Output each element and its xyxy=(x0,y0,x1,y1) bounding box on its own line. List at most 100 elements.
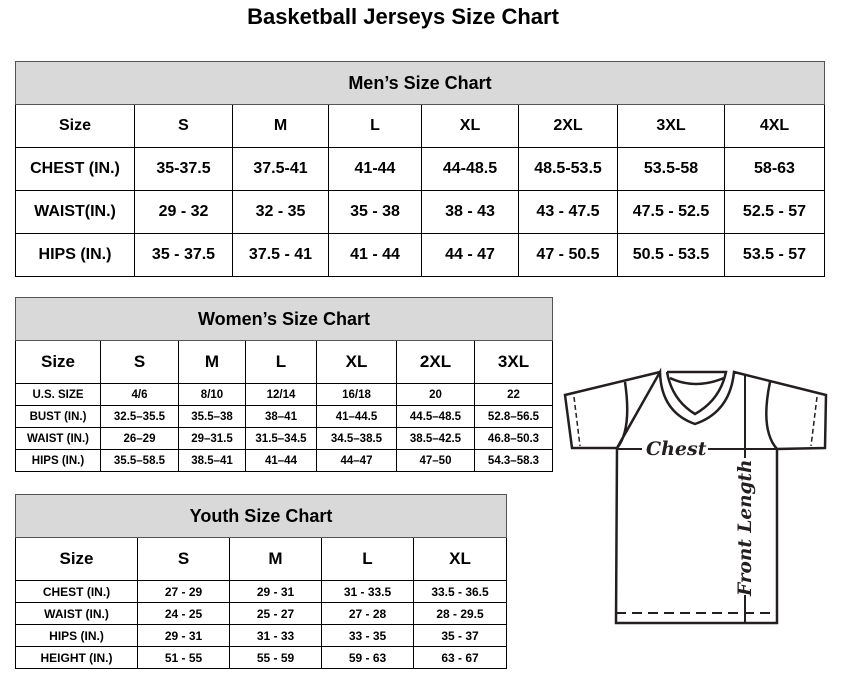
table-cell: L xyxy=(245,340,317,384)
chest-label: Chest xyxy=(646,438,707,460)
table-row: WAIST(IN.) 29 - 32 32 - 35 35 - 38 38 - 43 43… xyxy=(15,190,825,234)
front-length-label: Front Length xyxy=(735,460,756,598)
table-cell: 26–29 xyxy=(100,427,179,450)
table-cell: 41 - 44 xyxy=(328,233,422,277)
table-cell: 16/18 xyxy=(316,383,397,406)
table-cell: 35 - 37 xyxy=(412,624,508,647)
table-row: HIPS (IN.) 29 - 31 31 - 33 33 - 35 35 - 37 xyxy=(15,624,508,647)
table-cell: 41-44 xyxy=(328,147,422,191)
table-cell: XL xyxy=(412,537,508,581)
table-cell: 29 - 31 xyxy=(229,580,322,603)
row-label: Size xyxy=(15,537,138,581)
womens-size-table: Women’s Size Chart Size S M L XL 2XL 3XL U.S. S… xyxy=(14,297,554,472)
table-cell: 53.5-58 xyxy=(617,147,725,191)
table-cell: 41–44.5 xyxy=(316,405,397,428)
table-header-row: Size S M L XL 2XL 3XL 4XL xyxy=(15,104,825,148)
table-cell: XL xyxy=(421,104,519,148)
table-row: CHEST (IN.) 27 - 29 29 - 31 31 - 33.5 33.5 -… xyxy=(15,580,508,603)
table-cell: 29–31.5 xyxy=(178,427,246,450)
youth-size-table: Youth Size Chart Size S M L XL CHEST (IN.) 27 … xyxy=(14,494,508,669)
mens-table-title: Men’s Size Chart xyxy=(15,61,825,105)
table-cell: 38–41 xyxy=(245,405,317,428)
table-cell: 46.8–50.3 xyxy=(473,427,554,450)
table-row: HIPS (IN.) 35.5–58.5 38.5–41 41–44 44–47 47–5… xyxy=(15,449,554,472)
table-cell: 59 - 63 xyxy=(321,646,414,669)
table-cell: 37.5 - 41 xyxy=(232,233,329,277)
sleeve-hem-right xyxy=(810,396,818,447)
collar xyxy=(665,370,728,416)
table-cell: 63 - 67 xyxy=(412,646,508,669)
table-cell: 35-37.5 xyxy=(134,147,233,191)
table-cell: 44-48.5 xyxy=(421,147,519,191)
table-cell: 47 - 50.5 xyxy=(518,233,618,277)
table-cell: 48.5-53.5 xyxy=(518,147,618,191)
mens-size-table: Men’s Size Chart Size S M L XL 2XL 3XL 4XL CHEST… xyxy=(15,61,825,277)
table-cell: 33 - 35 xyxy=(321,624,414,647)
table-cell: 35 - 37.5 xyxy=(134,233,233,277)
table-cell: 2XL xyxy=(396,340,475,384)
row-label: HIPS (IN.) xyxy=(15,449,101,472)
row-label: HEIGHT (IN.) xyxy=(15,646,138,669)
table-cell: L xyxy=(321,537,414,581)
table-cell: M xyxy=(178,340,246,384)
table-cell: 38 - 43 xyxy=(421,190,519,234)
row-label: Size xyxy=(15,340,101,384)
table-cell: 22 xyxy=(473,383,554,406)
table-cell: S xyxy=(134,104,233,148)
table-cell: 55 - 59 xyxy=(229,646,322,669)
table-cell: 50.5 - 53.5 xyxy=(617,233,725,277)
table-cell: 27 - 28 xyxy=(321,602,414,625)
table-header-row: Size S M L XL xyxy=(15,537,508,581)
table-cell: 29 - 32 xyxy=(134,190,233,234)
table-cell: 35.5–58.5 xyxy=(100,449,179,472)
row-label: Size xyxy=(15,104,135,148)
table-cell: 24 - 25 xyxy=(137,602,230,625)
table-row: HIPS (IN.) 35 - 37.5 37.5 - 41 41 - 44 44 - … xyxy=(15,233,825,277)
table-cell: 3XL xyxy=(473,340,554,384)
table-cell: S xyxy=(137,537,230,581)
table-cell: 44 - 47 xyxy=(421,233,519,277)
table-row: BUST (IN.) 32.5–35.5 35.5–38 38–41 41–44.5 44… xyxy=(15,405,554,428)
table-cell: 35.5–38 xyxy=(178,405,246,428)
table-row: CHEST (IN.) 35-37.5 37.5-41 41-44 44-48.5 48.… xyxy=(15,147,825,191)
table-cell: S xyxy=(100,340,179,384)
table-cell: 52.8–56.5 xyxy=(473,405,554,428)
row-label: CHEST (IN.) xyxy=(15,147,135,191)
table-cell: 47.5 - 52.5 xyxy=(617,190,725,234)
table-cell: 4/6 xyxy=(100,383,179,406)
table-cell: 43 - 47.5 xyxy=(518,190,618,234)
sleeve-hem-left xyxy=(573,396,581,447)
table-cell: 35 - 38 xyxy=(328,190,422,234)
table-cell: 4XL xyxy=(724,104,825,148)
table-cell: M xyxy=(229,537,322,581)
table-cell: XL xyxy=(316,340,397,384)
row-label: HIPS (IN.) xyxy=(15,233,135,277)
table-cell: 44.5–48.5 xyxy=(396,405,475,428)
row-label: CHEST (IN.) xyxy=(15,580,138,603)
table-cell: 38.5–42.5 xyxy=(396,427,475,450)
table-cell: 8/10 xyxy=(178,383,246,406)
row-label: WAIST(IN.) xyxy=(15,190,135,234)
table-cell: 32.5–35.5 xyxy=(100,405,179,428)
table-cell: 54.3–58.3 xyxy=(473,449,554,472)
table-cell: 37.5-41 xyxy=(232,147,329,191)
table-cell: 20 xyxy=(396,383,475,406)
table-cell: 53.5 - 57 xyxy=(724,233,825,277)
table-cell: 38.5–41 xyxy=(178,449,246,472)
table-cell: 28 - 29.5 xyxy=(412,602,508,625)
table-row: HEIGHT (IN.) 51 - 55 55 - 59 59 - 63 63 - 67 xyxy=(15,646,508,669)
table-cell: 58-63 xyxy=(724,147,825,191)
table-cell: 31 - 33.5 xyxy=(321,580,414,603)
table-cell: 25 - 27 xyxy=(229,602,322,625)
row-label: HIPS (IN.) xyxy=(15,624,138,647)
table-cell: L xyxy=(328,104,422,148)
table-cell: 34.5–38.5 xyxy=(316,427,397,450)
table-cell: 3XL xyxy=(617,104,725,148)
youth-table-title: Youth Size Chart xyxy=(14,494,508,538)
table-cell: 41–44 xyxy=(245,449,317,472)
table-cell: 52.5 - 57 xyxy=(724,190,825,234)
table-cell: 32 - 35 xyxy=(232,190,329,234)
row-label: WAIST (IN.) xyxy=(15,602,138,625)
womens-table-title: Women’s Size Chart xyxy=(14,297,554,341)
table-cell: 12/14 xyxy=(245,383,317,406)
